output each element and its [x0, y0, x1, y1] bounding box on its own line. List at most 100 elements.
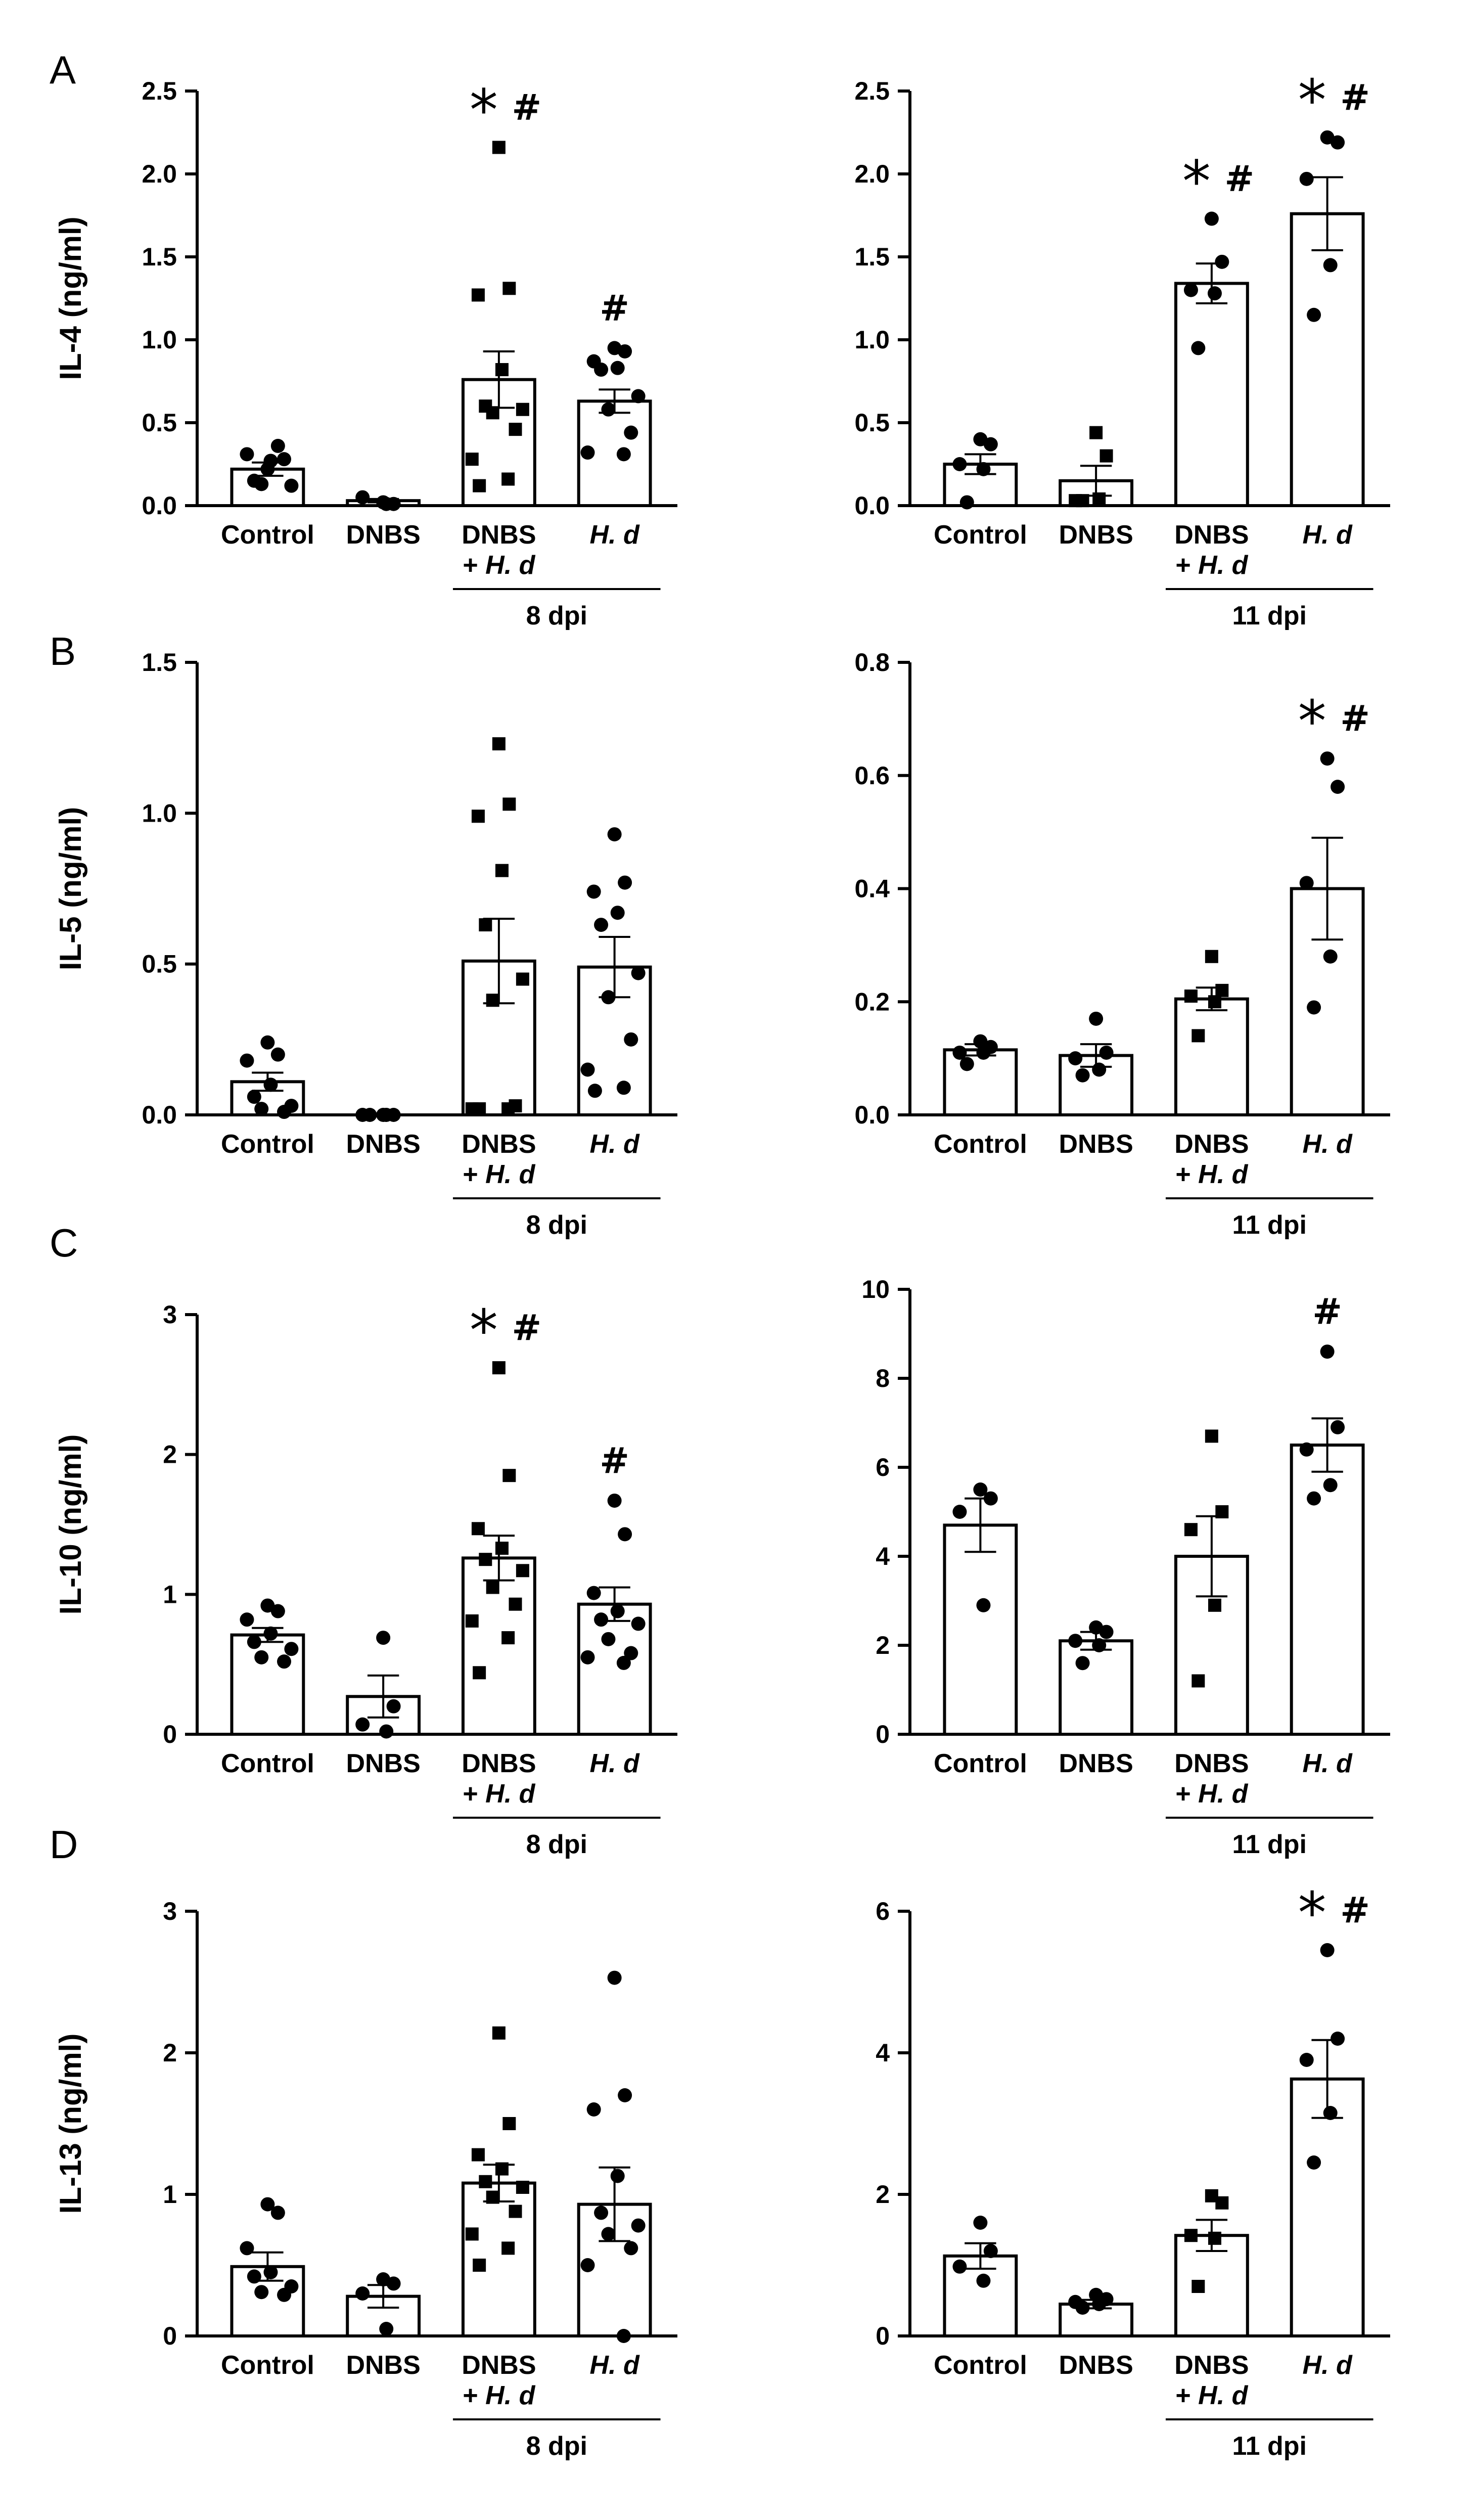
data-point [263, 1077, 278, 1092]
chart-b-left: 0.00.51.01.5IL-5 (ng/ml)Control DNBS DNBS+… [54, 648, 677, 1240]
category-label: DNBS [462, 2351, 536, 2380]
y-tick-label: 2 [876, 2180, 890, 2209]
data-point [495, 363, 509, 377]
data-point [240, 447, 254, 462]
data-point [610, 1604, 625, 1618]
data-point [1331, 2032, 1345, 2046]
data-point [631, 2218, 646, 2233]
y-tick-label: 2.5 [142, 77, 177, 105]
data-point [254, 2285, 269, 2300]
category-label: H. d [1303, 2351, 1353, 2380]
data-point [263, 2265, 278, 2279]
y-tick-label: 0 [163, 1720, 177, 1748]
category-label: H. d [590, 2351, 640, 2380]
data-point [473, 1102, 486, 1116]
y-tick-label: 2.5 [854, 77, 890, 105]
data-point [492, 737, 506, 751]
category-label: DNBS [1174, 2351, 1249, 2380]
y-axis-label: IL-5 (ng/ml) [54, 807, 87, 970]
y-tick-label: 3 [163, 1897, 177, 1925]
y-tick-label: 1.0 [142, 799, 177, 827]
y-tick-label: 4 [876, 2039, 890, 2067]
data-point [976, 462, 991, 476]
data-point [1208, 2231, 1221, 2245]
category-label: Control [934, 1130, 1027, 1159]
data-point [1092, 1638, 1107, 1652]
bar [1290, 212, 1365, 508]
significance-star: * [1298, 1880, 1326, 1946]
category-label: Control [221, 1749, 314, 1778]
data-point [1183, 283, 1198, 297]
y-tick-label: 0.0 [142, 1101, 177, 1129]
y-axis-label: IL-13 (ng/ml) [54, 2034, 87, 2214]
significance-star: * [1298, 689, 1326, 754]
y-axis-label: IL-4 (ng/ml) [54, 216, 87, 380]
category-label-line2: + H. d [463, 551, 535, 580]
data-point [1099, 449, 1113, 463]
data-point [976, 1598, 991, 1612]
y-tick-label: 0.0 [854, 491, 890, 520]
data-point [516, 972, 529, 986]
data-point [1204, 211, 1219, 226]
data-point [473, 479, 486, 492]
data-point [492, 1361, 506, 1375]
significance-hash: # [1340, 1889, 1370, 1931]
data-point [254, 477, 269, 491]
category-label: H. d [1303, 1130, 1353, 1159]
y-tick-label: 1.5 [854, 243, 890, 271]
y-tick-label: 6 [876, 1453, 890, 1481]
y-tick-label: 0.5 [142, 950, 177, 978]
data-point [501, 1102, 515, 1116]
category-label: H. d [590, 520, 640, 550]
bar [943, 1523, 1018, 1736]
data-point [983, 2244, 998, 2258]
data-point [263, 454, 278, 468]
data-point [270, 1604, 285, 1618]
panel-letter-a: A [50, 48, 76, 92]
y-tick-label: 0.2 [854, 987, 890, 1016]
category-label: DNBS [1174, 520, 1249, 550]
y-tick-label: 2 [163, 1441, 177, 1469]
data-point [618, 875, 632, 890]
data-point [1323, 2106, 1338, 2120]
category-label: DNBS [1059, 1130, 1133, 1159]
data-point [1075, 2301, 1090, 2315]
category-label: H. d [590, 1130, 640, 1159]
data-point [607, 827, 622, 842]
data-point [1307, 2155, 1321, 2170]
data-point [624, 1646, 638, 1660]
data-point [1320, 1344, 1335, 1359]
data-point [479, 1553, 492, 1566]
data-point [594, 1612, 609, 1627]
y-tick-label: 0.0 [854, 1101, 890, 1129]
category-label: Control [221, 520, 314, 550]
data-point [486, 406, 499, 420]
data-point [277, 1654, 292, 1669]
significance-hash: # [1340, 698, 1370, 739]
data-point [1299, 1442, 1314, 1457]
data-point [379, 497, 394, 511]
panel-letter-b: B [50, 629, 76, 673]
group-label: 8 dpi [526, 1210, 587, 1240]
data-point [277, 452, 292, 467]
category-label: DNBS [346, 2351, 420, 2380]
y-tick-label: 2.0 [142, 160, 177, 188]
data-point [1205, 950, 1218, 963]
data-point [1092, 492, 1106, 506]
data-point [1323, 949, 1338, 964]
y-tick-label: 0.4 [854, 875, 890, 903]
significance-hash: # [600, 287, 629, 329]
y-tick-label: 10 [861, 1275, 890, 1303]
data-point [501, 2241, 515, 2255]
data-point [616, 447, 631, 462]
data-point [601, 2227, 616, 2241]
data-point [1075, 1656, 1090, 1671]
data-point [1191, 2280, 1205, 2293]
data-point [1299, 2053, 1314, 2067]
data-point [983, 1491, 998, 1506]
data-point [1207, 286, 1222, 301]
data-point [1208, 995, 1221, 1009]
